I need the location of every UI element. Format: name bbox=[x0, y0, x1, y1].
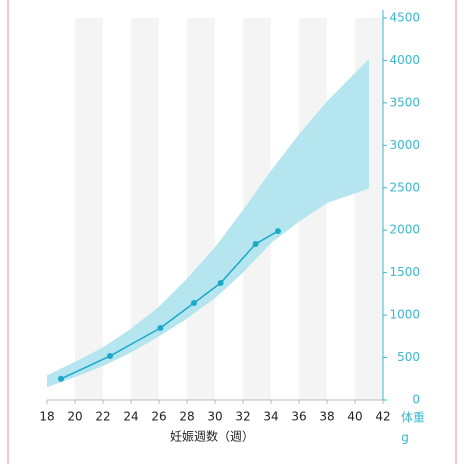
x-tick-label: 32 bbox=[235, 410, 250, 424]
x-tick-label: 22 bbox=[95, 410, 110, 424]
reference-band bbox=[47, 58, 369, 388]
y-tick-label: 1500 bbox=[389, 265, 420, 279]
y-tick-label: 2500 bbox=[389, 180, 420, 194]
y-tick-label: 3000 bbox=[389, 138, 420, 152]
stripe bbox=[75, 18, 103, 400]
y-tick-label: 1000 bbox=[389, 308, 420, 322]
data-point bbox=[157, 325, 164, 332]
x-tick-label: 30 bbox=[207, 410, 222, 424]
data-point bbox=[275, 228, 281, 235]
x-tick-label: 42 bbox=[375, 410, 390, 424]
data-point bbox=[107, 353, 113, 360]
x-tick-label: 18 bbox=[39, 410, 54, 424]
y-tick-label: 3500 bbox=[389, 95, 420, 109]
y-tick-label: 2000 bbox=[389, 223, 420, 237]
y-axis-label: 体重 bbox=[401, 411, 425, 425]
y-tick-label: 500 bbox=[397, 350, 420, 364]
y-tick-label: 4500 bbox=[389, 11, 420, 25]
data-point bbox=[252, 240, 259, 247]
data-point bbox=[217, 280, 224, 287]
x-tick-label: 34 bbox=[263, 410, 278, 424]
y-tick-label: 0 bbox=[412, 393, 420, 407]
x-tick-label: 26 bbox=[151, 410, 166, 424]
x-tick-label: 38 bbox=[319, 410, 334, 424]
x-tick-label: 40 bbox=[347, 410, 362, 424]
y-axis-unit: g bbox=[401, 431, 409, 445]
y-tick-label: 4000 bbox=[389, 53, 420, 67]
x-tick-label: 20 bbox=[67, 410, 82, 424]
x-tick-label: 24 bbox=[123, 410, 138, 424]
stripe bbox=[187, 18, 215, 400]
x-axis-label: 妊娠週数（週） bbox=[170, 429, 254, 444]
x-tick-label: 28 bbox=[179, 410, 194, 424]
x-tick-label: 36 bbox=[291, 410, 306, 424]
data-point bbox=[58, 375, 64, 382]
data-point bbox=[191, 299, 197, 306]
